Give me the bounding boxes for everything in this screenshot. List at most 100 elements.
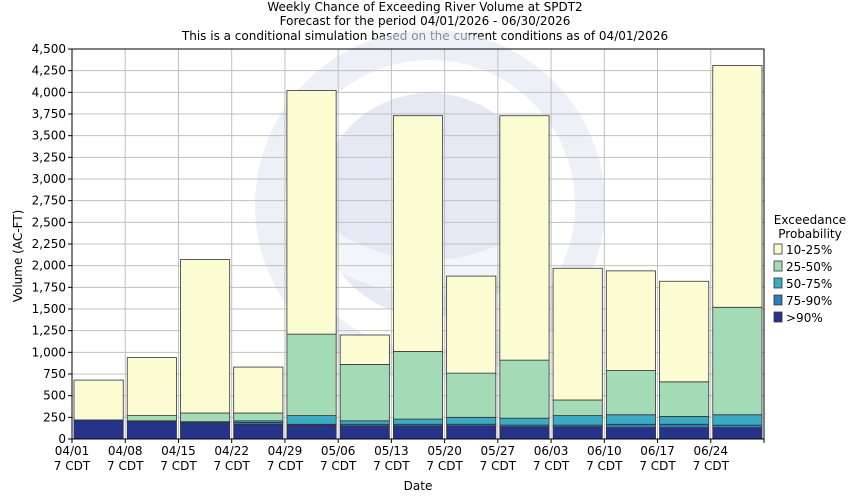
legend-entry-label: 50-75%	[786, 277, 832, 291]
bar-segment	[392, 418, 444, 425]
bar-segment	[446, 425, 497, 440]
legend-swatch	[773, 243, 783, 255]
y-tick-label: 1,000	[32, 345, 66, 359]
y-tick-label: 3,500	[32, 129, 66, 143]
bar-segment	[552, 399, 603, 417]
bar-segment	[659, 416, 710, 425]
bar-segment	[712, 306, 763, 416]
bar-segment	[180, 259, 231, 414]
bar-segment	[605, 270, 656, 371]
bar-segment	[73, 379, 124, 421]
x-tick-label-suffix: 7 CDT	[267, 459, 304, 473]
bar-segment	[659, 423, 710, 429]
bar-segment	[180, 422, 231, 440]
x-tick-label-suffix: 7 CDT	[54, 459, 91, 473]
bar-segment	[339, 420, 390, 425]
bar-segment	[552, 267, 603, 401]
x-tick-label: 06/10	[587, 444, 622, 458]
legend-entry-label: 10-25%	[786, 243, 832, 257]
y-tick-label: 4,500	[32, 42, 66, 56]
bar-segment	[605, 414, 656, 425]
x-tick-label: 06/17	[640, 444, 675, 458]
bar-segment	[605, 370, 656, 416]
bar-segment	[180, 412, 231, 423]
bar-segment	[73, 419, 124, 440]
y-axis-label: Volume (AC-FT)	[11, 210, 25, 303]
y-tick-label: 1,500	[32, 302, 66, 316]
bar-segment	[499, 115, 550, 361]
legend: Exceedance Probability 10-25% 25-50% 50-75…	[773, 213, 846, 325]
bars	[73, 65, 763, 440]
x-tick-label-suffix: 7 CDT	[480, 459, 517, 473]
bar-segment	[605, 427, 656, 440]
x-tick-label-suffix: 7 CDT	[320, 459, 357, 473]
y-tick-label: 250	[43, 410, 66, 424]
y-tick-label: 3,250	[32, 150, 66, 164]
bar-segment	[286, 90, 337, 335]
legend-entry-label: 25-50%	[786, 260, 832, 274]
x-tick-label-suffix: 7 CDT	[213, 459, 250, 473]
bar-segment	[126, 415, 177, 422]
bar-segment	[552, 415, 603, 426]
x-tick-label: 04/22	[214, 444, 249, 458]
bar-segment	[392, 351, 444, 420]
bar-segment	[339, 334, 390, 365]
bar-segment	[446, 372, 497, 418]
x-tick-label-suffix: 7 CDT	[107, 459, 144, 473]
y-axis-ticks: 0 250 500 750 1,000 1,250 1,500 1,750 2,000 2,250…	[32, 42, 72, 446]
y-tick-label: 2,750	[32, 194, 66, 208]
x-tick-label: 05/27	[481, 444, 516, 458]
legend-entry-label: 75-90%	[786, 294, 832, 308]
bar-segment	[659, 427, 710, 440]
x-tick-label: 05/20	[427, 444, 462, 458]
bar-segment	[552, 426, 603, 440]
y-tick-label: 3,000	[32, 172, 66, 186]
bar-segment	[712, 65, 763, 308]
bar-segment	[392, 425, 444, 440]
x-tick-label: 04/08	[108, 444, 143, 458]
bar-segment	[499, 417, 550, 426]
bar-segment	[126, 421, 177, 440]
bar-segment	[659, 280, 710, 383]
legend-swatch	[773, 311, 783, 323]
bar-segment	[233, 412, 284, 422]
x-tick-label: 06/03	[534, 444, 569, 458]
y-tick-label: 3,750	[32, 107, 66, 121]
x-tick-label-suffix: 7 CDT	[373, 459, 410, 473]
legend-title-line-1: Exceedance	[774, 213, 846, 227]
x-tick-label: 05/13	[374, 444, 409, 458]
bar-segment	[605, 423, 656, 429]
y-tick-label: 500	[43, 389, 66, 403]
x-tick-label: 04/01	[55, 444, 90, 458]
bar-segment	[233, 423, 284, 440]
x-tick-label-suffix: 7 CDT	[693, 459, 730, 473]
x-tick-label: 06/24	[693, 444, 728, 458]
y-tick-label: 2,500	[32, 215, 66, 229]
bar-segment	[712, 414, 763, 426]
x-tick-label-suffix: 7 CDT	[160, 459, 197, 473]
legend-swatch	[773, 277, 783, 289]
bar-segment	[446, 275, 497, 374]
y-tick-label: 1,750	[32, 280, 66, 294]
y-tick-label: 750	[43, 367, 66, 381]
x-tick-label: 04/15	[161, 444, 196, 458]
legend-entry-label: >90%	[786, 311, 823, 325]
x-tick-label-suffix: 7 CDT	[426, 459, 463, 473]
bar-segment	[339, 364, 390, 422]
bar-segment	[233, 366, 284, 414]
y-tick-label: 4,000	[32, 85, 66, 99]
bar-segment	[392, 115, 444, 352]
x-tick-label: 05/06	[321, 444, 356, 458]
y-tick-label: 2,250	[32, 237, 66, 251]
bar-segment	[339, 425, 390, 440]
bar-segment	[286, 424, 337, 440]
y-tick-label: 2,000	[32, 259, 66, 273]
bar-segment	[286, 333, 337, 416]
bar-segment	[126, 357, 177, 416]
x-tick-label-suffix: 7 CDT	[586, 459, 623, 473]
bar-segment	[446, 416, 497, 425]
bar-segment	[286, 415, 337, 425]
legend-swatch	[773, 294, 783, 306]
